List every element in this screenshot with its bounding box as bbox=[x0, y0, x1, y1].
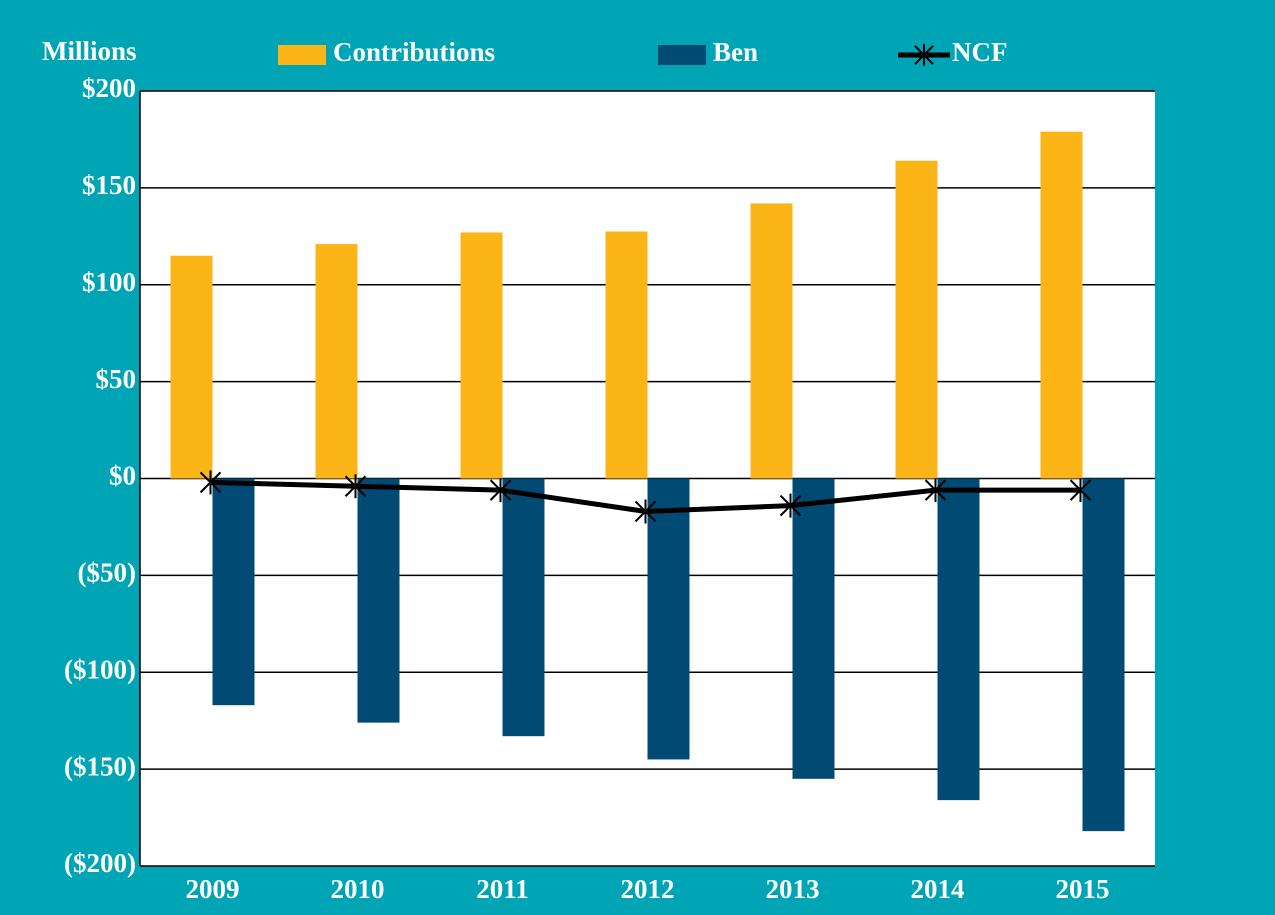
y-tick-label: $150 bbox=[82, 170, 136, 200]
x-tick-label: 2013 bbox=[766, 874, 820, 904]
y-tick-label: $100 bbox=[82, 267, 136, 297]
bar bbox=[937, 478, 980, 801]
marker bbox=[344, 474, 367, 499]
y-axis-label: Millions bbox=[42, 36, 137, 66]
bar bbox=[750, 203, 793, 479]
y-tick-label: ($150) bbox=[64, 751, 136, 781]
y-tick-label: $200 bbox=[82, 73, 136, 103]
y-tick-label: ($100) bbox=[64, 654, 136, 684]
legend-swatch bbox=[278, 45, 326, 65]
x-tick-label: 2011 bbox=[476, 874, 529, 904]
legend-label: Ben bbox=[713, 37, 758, 67]
bar bbox=[460, 232, 503, 479]
bar bbox=[1082, 478, 1125, 832]
bar bbox=[315, 244, 358, 479]
bar bbox=[357, 478, 400, 723]
marker bbox=[779, 493, 802, 518]
marker bbox=[489, 478, 512, 503]
x-tick-label: 2015 bbox=[1056, 874, 1110, 904]
x-tick-label: 2010 bbox=[331, 874, 385, 904]
bar bbox=[502, 478, 545, 737]
legend-marker bbox=[914, 44, 934, 66]
y-tick-label: ($50) bbox=[78, 558, 136, 588]
x-tick-label: 2009 bbox=[186, 874, 240, 904]
marker bbox=[1069, 478, 1092, 503]
bar bbox=[605, 231, 648, 479]
marker bbox=[634, 499, 657, 524]
bar bbox=[170, 255, 213, 479]
x-tick-label: 2012 bbox=[621, 874, 675, 904]
y-tick-label: $0 bbox=[109, 461, 136, 491]
bar bbox=[647, 478, 690, 760]
y-tick-label: $50 bbox=[96, 364, 137, 394]
x-tick-label: 2014 bbox=[911, 874, 965, 904]
bar bbox=[895, 160, 938, 479]
marker bbox=[199, 470, 222, 495]
legend-swatch bbox=[658, 45, 706, 65]
marker bbox=[924, 478, 947, 503]
legend-label: Contributions bbox=[333, 37, 495, 67]
y-tick-label: ($200) bbox=[64, 848, 136, 878]
bar bbox=[792, 478, 835, 779]
bar bbox=[1040, 131, 1083, 479]
bar bbox=[212, 478, 255, 706]
legend-label: NCF bbox=[952, 37, 1008, 67]
